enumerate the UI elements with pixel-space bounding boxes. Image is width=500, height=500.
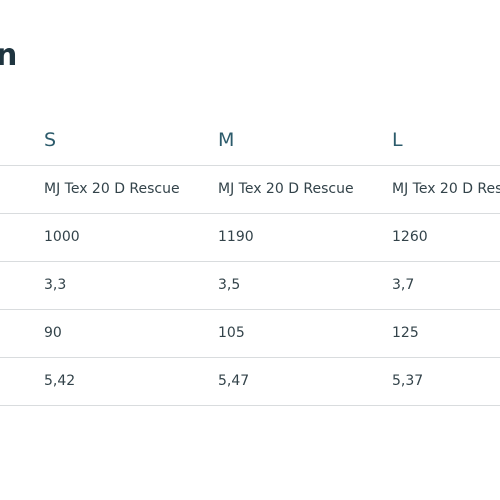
- table-cell: 1260: [392, 229, 428, 245]
- table-row: 1000 1190 1260: [0, 214, 500, 262]
- table-cell: MJ Tex 20 D Rescue: [44, 181, 180, 197]
- table-cell: 5,37: [392, 373, 424, 389]
- table-row: 3,3 3,5 3,7: [0, 262, 500, 310]
- column-header-l: L: [392, 129, 403, 151]
- table-cell: 3,7: [392, 277, 415, 293]
- table-header-row: S M L: [0, 118, 500, 166]
- column-header-s: S: [44, 129, 57, 151]
- table-cell: 3,3: [44, 277, 67, 293]
- column-header-m: M: [218, 129, 235, 151]
- size-spec-table: S M L MJ Tex 20 D Rescue MJ Tex 20 D Res…: [0, 118, 500, 406]
- table-cell: MJ Tex 20 D Res: [392, 181, 500, 197]
- table-cell: 5,42: [44, 373, 76, 389]
- table-row: MJ Tex 20 D Rescue MJ Tex 20 D Rescue MJ…: [0, 166, 500, 214]
- table-cell: 125: [392, 325, 419, 341]
- table-row: 5,42 5,47 5,37: [0, 358, 500, 406]
- table-cell: 1190: [218, 229, 254, 245]
- table-cell: 5,47: [218, 373, 250, 389]
- table-row: 90 105 125: [0, 310, 500, 358]
- table-cell: 3,5: [218, 277, 241, 293]
- table-cell: 90: [44, 325, 62, 341]
- table-cell: 1000: [44, 229, 80, 245]
- page-heading: n: [0, 38, 18, 73]
- table-cell: 105: [218, 325, 245, 341]
- table-cell: MJ Tex 20 D Rescue: [218, 181, 354, 197]
